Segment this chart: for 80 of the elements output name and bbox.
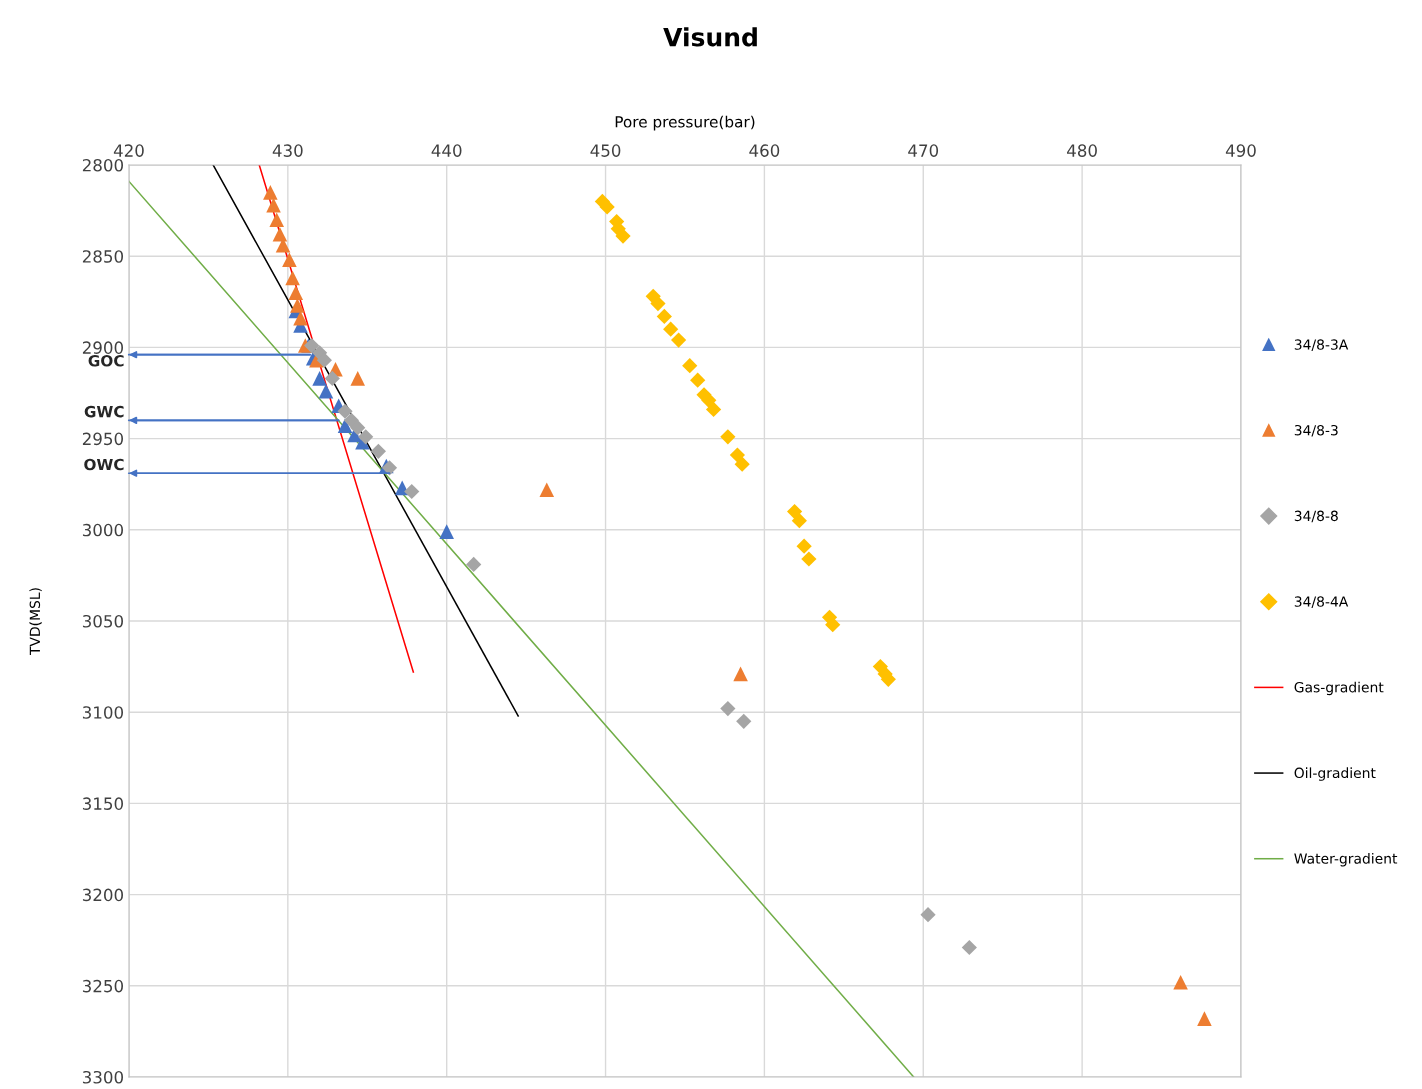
point — [266, 197, 281, 213]
point — [272, 227, 288, 242]
point — [801, 551, 817, 567]
legend-label: 34/8-8 — [1294, 510, 1338, 523]
point — [358, 429, 374, 445]
point — [705, 401, 722, 418]
point — [324, 370, 340, 387]
point — [663, 321, 679, 337]
y-tick-label: 2800 — [82, 158, 124, 172]
point — [381, 460, 398, 476]
x-tick-label: 440 — [431, 144, 462, 157]
y-tick-label: 3150 — [82, 797, 124, 810]
point — [736, 713, 752, 729]
legend-label: 34/8-4A — [1294, 596, 1349, 608]
legend-label: 34/8-3A — [1294, 339, 1349, 351]
point — [304, 337, 320, 354]
point — [656, 308, 672, 324]
y-tick-label: 3250 — [82, 979, 124, 993]
x-tick-label: 470 — [908, 144, 939, 157]
point — [791, 513, 807, 529]
point — [786, 503, 803, 520]
point — [720, 429, 736, 445]
point — [312, 371, 327, 386]
point — [282, 252, 297, 268]
point — [288, 285, 304, 300]
point — [539, 482, 555, 497]
point — [671, 332, 687, 348]
annotation: GOC — [88, 354, 124, 367]
y-tick-label: 3050 — [82, 614, 124, 628]
point — [370, 443, 386, 459]
legend-label: 34/8-3 — [1294, 424, 1338, 437]
x-tick-label: 430 — [272, 144, 303, 157]
point — [466, 556, 482, 573]
x-tick-label: 490 — [1225, 144, 1256, 157]
point — [734, 456, 750, 472]
point — [682, 358, 698, 374]
y-axis-title: TVD(MSL) — [29, 588, 42, 656]
point — [404, 483, 420, 500]
point — [796, 538, 812, 554]
point — [729, 447, 746, 463]
y-tick-label: 3000 — [82, 523, 124, 537]
point — [961, 939, 977, 956]
point — [650, 296, 666, 312]
x-tick-label: 460 — [749, 144, 780, 157]
point — [350, 371, 366, 386]
point — [293, 310, 308, 326]
point — [337, 403, 353, 419]
point — [733, 666, 748, 682]
annotation: OWC — [84, 458, 124, 471]
point — [1197, 1011, 1212, 1026]
x-tick-label: 480 — [1067, 144, 1097, 157]
point — [350, 420, 366, 436]
y-tick-label: 2950 — [82, 432, 124, 446]
y-tick-label: 3100 — [82, 706, 124, 719]
y-tick-label: 2900 — [82, 341, 124, 354]
x-axis-title: Pore pressure(bar) — [615, 115, 755, 131]
point — [599, 199, 615, 215]
point — [720, 700, 736, 717]
point — [920, 907, 936, 923]
chart-title: Visund — [663, 27, 757, 47]
annotation: GWC — [84, 405, 124, 418]
point — [316, 352, 332, 368]
point — [439, 524, 454, 539]
point — [285, 270, 300, 286]
point — [290, 298, 305, 313]
legend-label: Oil-gradient — [1294, 767, 1376, 781]
point — [263, 185, 278, 200]
point — [318, 383, 334, 399]
x-tick-label: 450 — [590, 144, 621, 157]
y-tick-label: 3200 — [82, 888, 124, 902]
point — [615, 228, 631, 244]
y-tick-label: 2850 — [82, 250, 124, 263]
point — [690, 372, 706, 388]
legend-label: Water-gradient — [1294, 853, 1398, 867]
legend-label: Gas-gradient — [1294, 681, 1384, 696]
point — [825, 617, 841, 633]
point — [269, 212, 284, 227]
x-tick-label: 420 — [113, 144, 144, 157]
y-tick-label: 3300 — [82, 1070, 124, 1084]
point — [1173, 974, 1188, 990]
